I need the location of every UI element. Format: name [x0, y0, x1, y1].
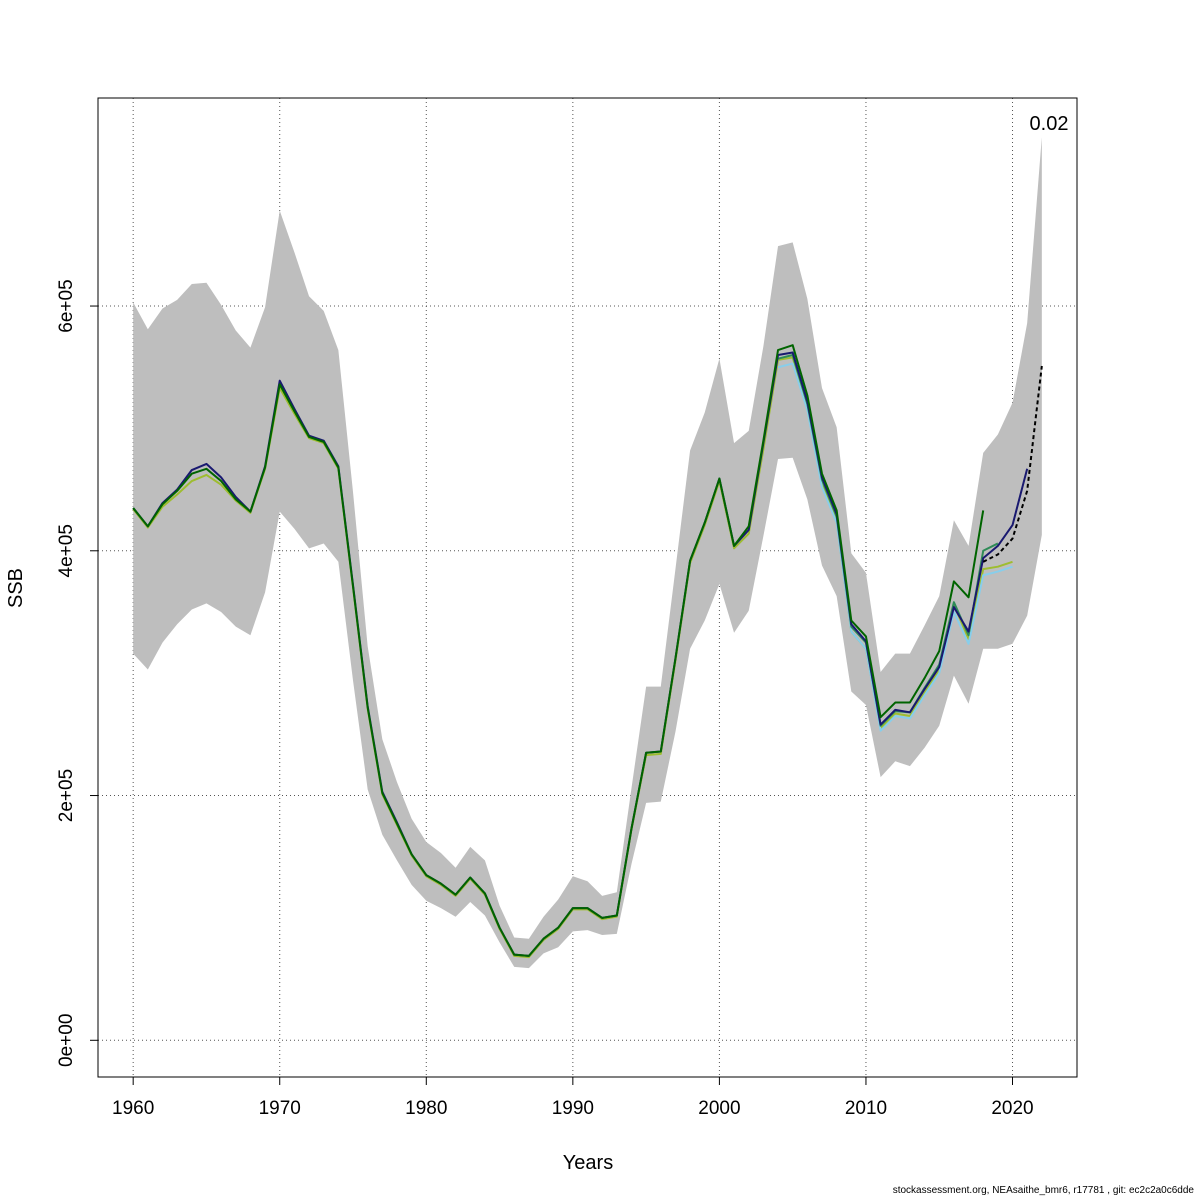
- confidence-band: [133, 137, 1042, 969]
- x-axis-title: Years: [563, 1152, 613, 1174]
- series-line-2: [777, 362, 1013, 732]
- x-axis: 1960 1970 1980 1990 2000 2010 2020: [112, 1076, 1034, 1119]
- y-tick-label-0: 0e+00: [56, 1014, 77, 1067]
- series-line-6: [982, 365, 1043, 563]
- footer-credit: stockassessment.org, NEAsaithe_bmr6, r17…: [892, 1185, 1194, 1196]
- y-axis: 0e+00 2e+05 4e+05 6e+05: [56, 279, 98, 1067]
- series-lines: [132, 344, 1043, 959]
- x-tick-label-1970: 1970: [259, 1098, 301, 1119]
- x-tick-label-1960: 1960: [112, 1098, 154, 1119]
- x-tick-label-1980: 1980: [405, 1098, 447, 1119]
- x-tick-label-2010: 2010: [845, 1098, 887, 1119]
- last-value-annotation: 0.02: [1030, 113, 1069, 135]
- y-tick-label-400000: 4e+05: [56, 524, 77, 577]
- y-tick-label-200000: 2e+05: [56, 769, 77, 822]
- y-axis-title: SSB: [5, 568, 27, 608]
- x-tick-label-2000: 2000: [698, 1098, 740, 1119]
- x-tick-label-2020: 2020: [991, 1098, 1033, 1119]
- x-tick-label-1990: 1990: [552, 1098, 594, 1119]
- y-tick-label-600000: 6e+05: [56, 279, 77, 332]
- series-line-5: [132, 344, 985, 957]
- confidence-band-area: [133, 137, 1042, 969]
